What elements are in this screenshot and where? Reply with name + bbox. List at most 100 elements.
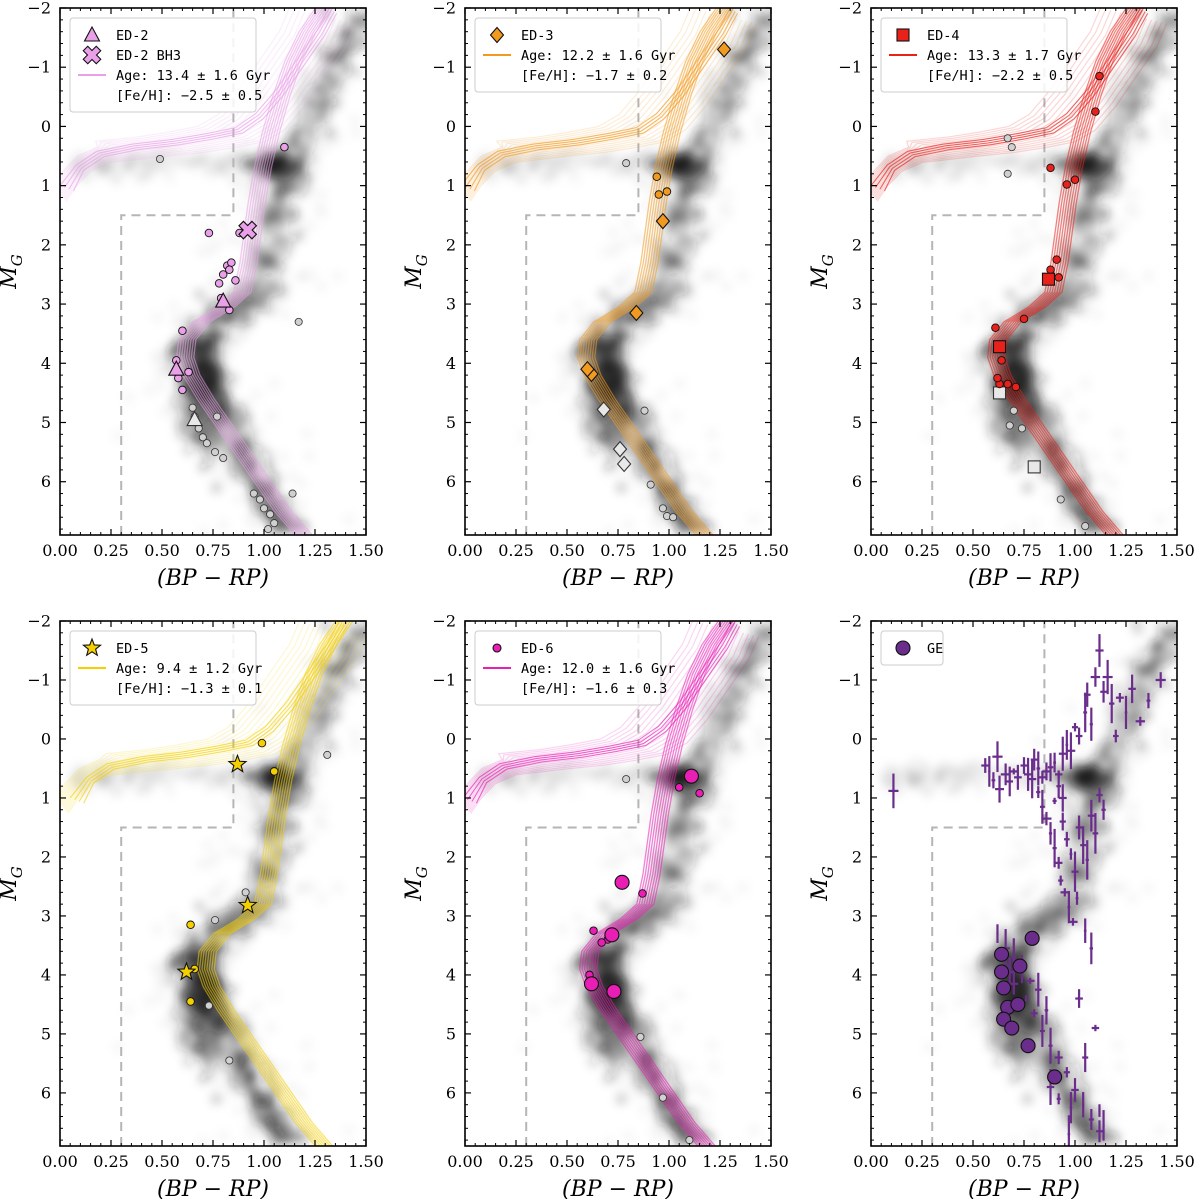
legend-label: Age: 12.2 ± 1.6 Gyr bbox=[521, 48, 675, 64]
x-tick-label: 1.50 bbox=[348, 1152, 384, 1171]
x-tick-label: 0.75 bbox=[600, 1152, 636, 1171]
x-axis-label: (BP − RP) bbox=[562, 1177, 674, 1199]
nonmember-point bbox=[685, 1136, 694, 1145]
isochrone-ed-4 bbox=[871, 8, 1168, 535]
y-tick-label: 3 bbox=[41, 295, 51, 314]
special-marker-ge bbox=[1024, 930, 1040, 946]
y-tick-label: 6 bbox=[852, 1083, 862, 1102]
legend-label: ED-2 BH3 bbox=[116, 48, 181, 64]
x-tick-label: 1.25 bbox=[297, 541, 333, 560]
nonmember-point bbox=[658, 1093, 667, 1102]
y-tick-label: 1 bbox=[41, 176, 51, 195]
nonmember-marker bbox=[1027, 460, 1041, 474]
legend-label: GE bbox=[927, 641, 943, 657]
y-tick-label: 0 bbox=[852, 729, 862, 748]
y-tick-label: 1 bbox=[446, 176, 456, 195]
y-tick-label: 5 bbox=[446, 413, 456, 432]
y-tick-label: 2 bbox=[41, 847, 51, 866]
y-tick-label: 1 bbox=[852, 788, 862, 807]
x-tick-label: 0.25 bbox=[498, 541, 534, 560]
legend-label: [Fe/H]: −1.7 ± 0.2 bbox=[521, 68, 667, 84]
member-point bbox=[231, 276, 240, 285]
nonmember-point bbox=[266, 510, 275, 519]
special-marker-ed-3 bbox=[716, 41, 732, 58]
panel-ed-4: 0.00 0.25 0.50 0.75 1.00 1.25 1.50 −2 −1 0 1 2 3 4 5 6 (… bbox=[808, 0, 1195, 591]
x-tick-label: 1.50 bbox=[1159, 1152, 1195, 1171]
legend-label: ED-2 bbox=[116, 28, 149, 44]
x-tick-label: 1.25 bbox=[702, 541, 738, 560]
x-tick-label: 1.25 bbox=[297, 1152, 333, 1171]
nonmember-point bbox=[323, 750, 332, 759]
x-tick-label: 0.50 bbox=[955, 1152, 991, 1171]
y-axis-label: MG bbox=[0, 866, 26, 902]
nonmember-point bbox=[264, 525, 273, 534]
nonmember-point bbox=[1007, 143, 1016, 152]
plot-area-ed-3 bbox=[465, 8, 771, 535]
special-marker-ed-6 bbox=[683, 768, 699, 784]
nonmember-marker bbox=[596, 401, 611, 418]
special-marker-ed-4 bbox=[1041, 272, 1056, 286]
plot-area-ge bbox=[871, 621, 1177, 1146]
member-point bbox=[589, 926, 598, 935]
nonmember-point bbox=[211, 448, 220, 457]
y-tick-label: 2 bbox=[852, 847, 862, 866]
member-point bbox=[1091, 107, 1100, 116]
y-tick-label: −1 bbox=[27, 58, 51, 77]
nonmember-point bbox=[1056, 495, 1065, 504]
nonmember-point bbox=[270, 519, 279, 528]
special-marker-ed-3 bbox=[655, 212, 671, 230]
y-tick-label: 6 bbox=[446, 1083, 456, 1102]
legend-box bbox=[474, 17, 662, 93]
isochrone-ed-5 bbox=[60, 621, 366, 1146]
nonmember-point bbox=[211, 916, 220, 925]
y-tick-label: 0 bbox=[446, 117, 456, 136]
nonmember-point bbox=[636, 1032, 645, 1041]
x-tick-label: 0.75 bbox=[1006, 541, 1042, 560]
x-tick-label: 1.25 bbox=[1108, 1152, 1144, 1171]
panel-ed-6: 0.00 0.25 0.50 0.75 1.00 1.25 1.50 −2 −1 0 1 2 3 4 5 6 (… bbox=[402, 612, 789, 1199]
x-tick-label: 0.25 bbox=[498, 1152, 534, 1171]
x-axis-label: (BP − RP) bbox=[157, 1177, 269, 1199]
panel-ed-3: 0.00 0.25 0.50 0.75 1.00 1.25 1.50 −2 −1 0 1 2 3 4 5 6 (… bbox=[402, 0, 789, 591]
legend-label: [Fe/H]: −2.5 ± 0.5 bbox=[116, 88, 262, 104]
x-tick-label: 0.75 bbox=[195, 541, 231, 560]
special-marker-ed-6 bbox=[583, 976, 600, 992]
x-tick-label: 0.00 bbox=[853, 1152, 889, 1171]
x-tick-label: 0.25 bbox=[904, 1152, 940, 1171]
x-tick-label: 0.75 bbox=[600, 541, 636, 560]
x-tick-label: 1.50 bbox=[1159, 541, 1195, 560]
special-marker-ge bbox=[1004, 1020, 1020, 1036]
field-density bbox=[474, 621, 771, 1146]
legend-label: [Fe/H]: −1.6 ± 0.3 bbox=[521, 681, 667, 697]
nonmember-point bbox=[204, 1001, 213, 1010]
special-marker-ed-2 bbox=[167, 360, 185, 376]
y-tick-label: −1 bbox=[838, 670, 862, 689]
y-tick-label: 3 bbox=[446, 906, 456, 925]
y-tick-label: −1 bbox=[432, 58, 456, 77]
y-axis-label: MG bbox=[402, 866, 431, 902]
legend-label: ED-3 bbox=[521, 28, 554, 44]
y-tick-label: 4 bbox=[852, 354, 862, 373]
legend-ed-5: ED-5 Age: 9.4 ± 1.2 Gyr [Fe/H]: −1.3 ± 0.1 bbox=[69, 630, 262, 706]
y-axis-label: MG bbox=[808, 254, 837, 290]
legend-label: Age: 13.3 ± 1.7 Gyr bbox=[927, 48, 1081, 64]
x-tick-label: 1.50 bbox=[753, 1152, 789, 1171]
x-tick-label: 0.00 bbox=[853, 541, 889, 560]
special-marker-ed-5 bbox=[237, 894, 258, 914]
selection-box bbox=[931, 8, 1046, 535]
x-tick-label: 0.50 bbox=[549, 541, 585, 560]
y-tick-label: −1 bbox=[838, 58, 862, 77]
nonmember-point bbox=[658, 504, 667, 513]
x-tick-label: 0.25 bbox=[904, 541, 940, 560]
member-point bbox=[695, 788, 704, 798]
legend-label: Age: 13.4 ± 1.6 Gyr bbox=[116, 68, 270, 84]
member-point bbox=[662, 187, 672, 196]
member-point bbox=[186, 920, 195, 930]
legend-box bbox=[69, 17, 257, 113]
member-point bbox=[654, 190, 664, 199]
member-point bbox=[991, 323, 1000, 333]
y-tick-label: 4 bbox=[446, 354, 456, 373]
panel-ge: 0.00 0.25 0.50 0.75 1.00 1.25 1.50 −2 −1 0 1 2 3 4 5 6 (… bbox=[808, 612, 1195, 1199]
y-tick-label: 4 bbox=[41, 354, 51, 373]
nonmember-marker bbox=[992, 386, 1007, 400]
